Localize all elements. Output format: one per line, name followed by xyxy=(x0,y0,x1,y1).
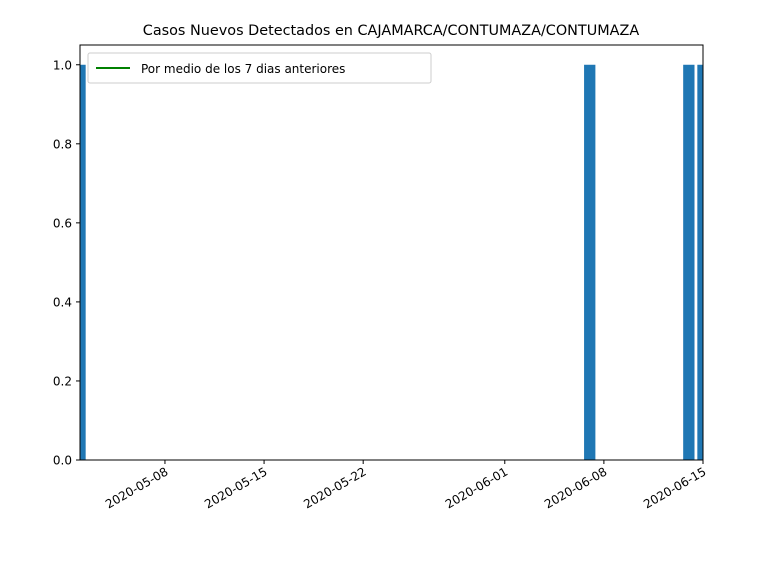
y-tick-label: 0.2 xyxy=(53,374,72,388)
y-tick-label: 0.6 xyxy=(53,216,72,230)
x-tick-label: 2020-05-15 xyxy=(202,464,269,511)
chart-title: Casos Nuevos Detectados en CAJAMARCA/CON… xyxy=(143,23,640,39)
y-tick-label: 0.0 xyxy=(53,454,72,468)
bar-2020-06-14 xyxy=(683,64,695,460)
x-tick-label: 2020-06-08 xyxy=(542,464,609,511)
bars-layer xyxy=(80,64,703,460)
y-tick-label: 0.8 xyxy=(53,137,72,151)
axes-layer: 0.0 0.2 0.4 0.6 0.8 1.0 2020-05-08 2020-05-15 20… xyxy=(53,44,709,511)
y-tick-label: 0.4 xyxy=(53,295,72,309)
legend: Por medio de los 7 dias anteriores xyxy=(87,52,432,84)
legend-box xyxy=(87,52,432,84)
plot-frame xyxy=(79,44,704,461)
legend-label: Por medio de los 7 dias anteriores xyxy=(141,62,345,76)
x-tick-label: 2020-05-22 xyxy=(301,464,368,511)
x-tick-label: 2020-06-01 xyxy=(443,464,510,511)
x-tick-label: 2020-06-15 xyxy=(641,464,708,511)
x-tick-label: 2020-05-08 xyxy=(103,464,170,511)
bar-2020-06-07 xyxy=(584,64,596,460)
bar-2020-06-15 xyxy=(697,64,703,460)
y-tick-label: 1.0 xyxy=(53,58,72,72)
bar-2020-05-02 xyxy=(80,64,86,460)
